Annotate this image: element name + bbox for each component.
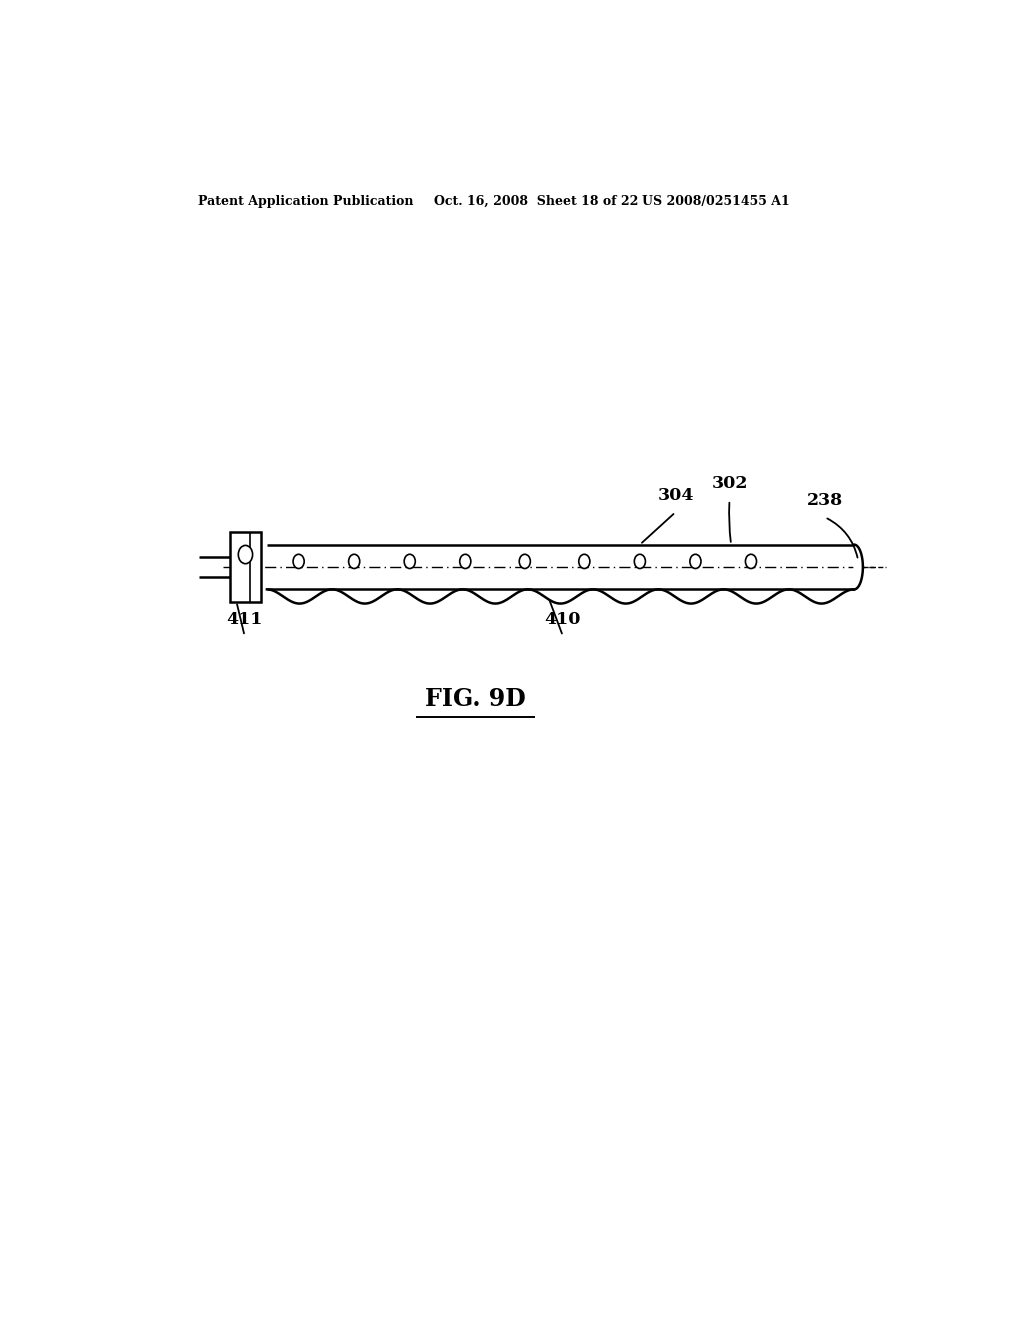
Circle shape: [690, 554, 701, 569]
Circle shape: [745, 554, 757, 569]
Circle shape: [579, 554, 590, 569]
Circle shape: [348, 554, 359, 569]
Text: US 2008/0251455 A1: US 2008/0251455 A1: [642, 195, 790, 209]
Bar: [230, 532, 260, 602]
Circle shape: [460, 554, 471, 569]
Text: 410: 410: [545, 611, 582, 628]
Text: Patent Application Publication: Patent Application Publication: [198, 195, 414, 209]
Text: Oct. 16, 2008  Sheet 18 of 22: Oct. 16, 2008 Sheet 18 of 22: [433, 195, 638, 209]
Text: 304: 304: [657, 487, 694, 504]
Circle shape: [634, 554, 645, 569]
Circle shape: [404, 554, 416, 569]
Text: FIG. 9D: FIG. 9D: [425, 688, 526, 711]
Circle shape: [293, 554, 304, 569]
Text: 302: 302: [712, 475, 748, 492]
Text: 411: 411: [226, 611, 263, 628]
Polygon shape: [853, 545, 863, 589]
Circle shape: [239, 545, 253, 564]
Text: 238: 238: [807, 492, 843, 510]
Circle shape: [519, 554, 530, 569]
